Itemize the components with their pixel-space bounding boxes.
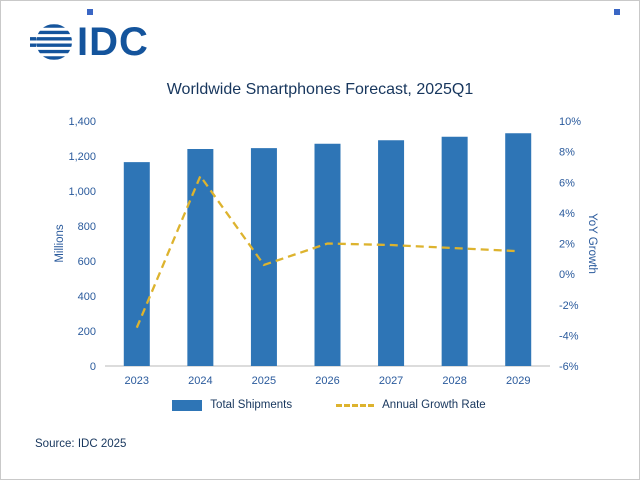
bar-swatch-icon bbox=[172, 399, 203, 411]
left-axis-tick: 1,400 bbox=[68, 116, 96, 128]
growth-rate-line bbox=[135, 173, 519, 329]
bar-2028 bbox=[441, 136, 468, 366]
legend-label-total-shipments: Total Shipments bbox=[210, 399, 293, 411]
left-axis-tick: 200 bbox=[78, 326, 96, 338]
idc-logo: IDC bbox=[29, 19, 149, 65]
x-axis-label: 2025 bbox=[252, 375, 276, 387]
right-axis-tick: 10% bbox=[559, 116, 581, 128]
left-axis-tick: 600 bbox=[78, 256, 96, 268]
right-axis-tick: 6% bbox=[559, 177, 575, 189]
chart-title: Worldwide Smartphones Forecast, 2025Q1 bbox=[166, 81, 474, 98]
left-axis-title: Millions bbox=[54, 224, 66, 263]
left-axis-tick: 800 bbox=[78, 221, 96, 233]
left-axis-tick: 1,200 bbox=[68, 151, 96, 163]
right-axis-tick: 2% bbox=[559, 239, 575, 251]
x-axis-label: 2029 bbox=[506, 375, 530, 387]
left-axis-tick: 400 bbox=[78, 291, 96, 303]
dashed-line-swatch-icon bbox=[336, 403, 375, 407]
x-axis-label: 2028 bbox=[442, 375, 466, 387]
left-axis-tick: 0 bbox=[90, 361, 96, 373]
bar-2027 bbox=[378, 140, 405, 366]
right-axis-tick: -6% bbox=[559, 361, 579, 373]
right-axis-tick: 0% bbox=[559, 269, 575, 281]
right-axis-tick: 8% bbox=[559, 147, 575, 159]
selection-handle-right bbox=[614, 9, 620, 15]
bar-2026 bbox=[314, 143, 341, 366]
x-axis-label: 2026 bbox=[315, 375, 339, 387]
right-axis-tick: 4% bbox=[559, 208, 575, 220]
idc-logo-text: IDC bbox=[77, 20, 149, 64]
bar-2024 bbox=[187, 149, 214, 366]
left-axis-tick: 1,000 bbox=[68, 186, 96, 198]
right-axis-tick: -4% bbox=[559, 330, 579, 342]
idc-globe-icon bbox=[30, 24, 72, 60]
x-axis-label: 2027 bbox=[379, 375, 403, 387]
legend-label-annual-growth-rate: Annual Growth Rate bbox=[382, 399, 486, 411]
x-axis-label: 2023 bbox=[125, 375, 149, 387]
right-axis-title: YoY Growth bbox=[586, 213, 598, 274]
legend-item-annual-growth-rate: Annual Growth Rate bbox=[336, 399, 486, 411]
right-axis-tick: -2% bbox=[559, 300, 579, 312]
legend-item-total-shipments: Total Shipments bbox=[172, 399, 292, 411]
bar-2025 bbox=[250, 148, 277, 366]
selection-handle-left bbox=[87, 9, 93, 15]
x-axis-label: 2024 bbox=[188, 375, 212, 387]
chart-legend: Total Shipments Annual Growth Rate bbox=[19, 399, 639, 411]
bar-2023 bbox=[123, 162, 150, 366]
source-note: Source: IDC 2025 bbox=[35, 438, 127, 450]
